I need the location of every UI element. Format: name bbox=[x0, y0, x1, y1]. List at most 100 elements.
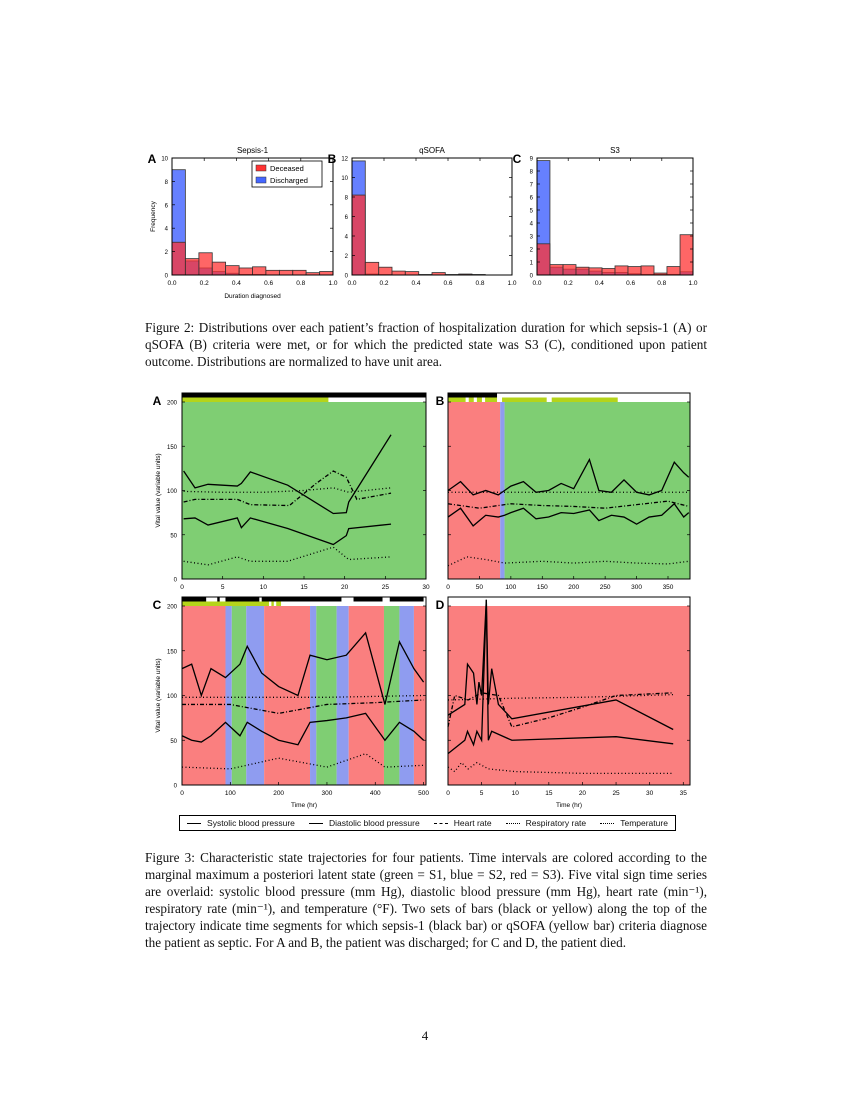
qsofa-bar bbox=[448, 397, 466, 402]
histogram-bar bbox=[292, 269, 307, 276]
svg-text:100: 100 bbox=[167, 489, 178, 495]
dotted-line-icon bbox=[505, 822, 520, 824]
legend-respiratory-rate: Respiratory rate bbox=[505, 818, 586, 828]
svg-text:0.2: 0.2 bbox=[379, 280, 388, 287]
qsofa-bar bbox=[182, 397, 329, 402]
y-axis-label: Vital value (variable units) bbox=[155, 453, 162, 527]
svg-text:0.4: 0.4 bbox=[411, 280, 420, 287]
qsofa-bar bbox=[276, 601, 282, 606]
legend-diastolic: Diastolic blood pressure bbox=[309, 818, 420, 828]
panel-letter: B bbox=[328, 152, 337, 166]
histogram-bar bbox=[238, 267, 253, 276]
histogram-legend: Deceased Discharged bbox=[251, 160, 323, 188]
legend-temperature: Temperature bbox=[600, 818, 668, 828]
state-segment-s3 bbox=[182, 606, 226, 785]
trajectory-panel-d: 0 5 10 15 20 25 30 35 D Time (hr) bbox=[436, 596, 691, 809]
svg-text:0: 0 bbox=[174, 578, 178, 584]
svg-text:50: 50 bbox=[170, 533, 177, 539]
svg-text:0: 0 bbox=[446, 584, 450, 591]
svg-text:350: 350 bbox=[663, 584, 674, 591]
svg-text:0.2: 0.2 bbox=[564, 280, 573, 287]
svg-text:4: 4 bbox=[345, 235, 349, 241]
svg-text:0.0: 0.0 bbox=[347, 280, 356, 287]
histogram-bar bbox=[627, 266, 642, 276]
svg-text:0: 0 bbox=[165, 274, 169, 280]
svg-text:2: 2 bbox=[345, 254, 349, 260]
svg-text:0: 0 bbox=[345, 274, 349, 280]
svg-text:1.0: 1.0 bbox=[328, 280, 337, 287]
histogram-bar bbox=[252, 266, 267, 276]
x-axis-label: Duration diagnosed bbox=[224, 293, 281, 300]
dotted-line-icon bbox=[600, 822, 615, 824]
svg-text:9: 9 bbox=[530, 157, 534, 163]
svg-text:300: 300 bbox=[322, 790, 333, 797]
histogram-bar bbox=[278, 269, 294, 276]
svg-text:25: 25 bbox=[382, 584, 390, 591]
series-temperature bbox=[183, 487, 392, 493]
dashdot-line-icon bbox=[433, 822, 448, 824]
qsofa-bar bbox=[476, 397, 482, 402]
legend-heart-rate: Heart rate bbox=[433, 818, 492, 828]
svg-text:400: 400 bbox=[370, 790, 381, 797]
state-segment-s1 bbox=[182, 402, 426, 579]
qsofa-bar bbox=[551, 397, 618, 402]
state-segment-s3 bbox=[264, 606, 311, 785]
svg-text:8: 8 bbox=[530, 170, 534, 176]
histogram-bar bbox=[404, 271, 420, 276]
svg-text:4: 4 bbox=[165, 227, 169, 233]
figure-3-caption-prefix: Figure 3: bbox=[145, 850, 195, 866]
histogram-bar bbox=[640, 265, 655, 276]
svg-text:0.4: 0.4 bbox=[232, 280, 241, 287]
qsofa-bar bbox=[271, 601, 274, 606]
figure-3-legend: Systolic blood pressure Diastolic blood … bbox=[179, 815, 676, 831]
state-segment-s1 bbox=[231, 606, 247, 785]
svg-text:15: 15 bbox=[300, 584, 308, 591]
histogram-bar bbox=[351, 194, 366, 276]
histogram-title: S3 bbox=[610, 146, 620, 155]
state-segment-s1 bbox=[316, 606, 337, 785]
trajectory-panel-c: 0 50 100 150 200 0 100 200 300 400 500 C Vital value… bbox=[153, 596, 429, 809]
svg-text:0.4: 0.4 bbox=[595, 280, 604, 287]
svg-text:1.0: 1.0 bbox=[688, 280, 697, 287]
series-respiratory-rate bbox=[447, 556, 689, 567]
legend-systolic: Systolic blood pressure bbox=[187, 818, 295, 828]
svg-text:6: 6 bbox=[345, 215, 349, 221]
svg-text:7: 7 bbox=[530, 183, 534, 189]
svg-text:5: 5 bbox=[480, 790, 484, 797]
svg-text:35: 35 bbox=[680, 790, 688, 797]
svg-text:250: 250 bbox=[600, 584, 611, 591]
histogram-bar bbox=[391, 270, 406, 276]
svg-text:Deceased: Deceased bbox=[270, 164, 304, 173]
histogram-bar bbox=[171, 241, 186, 276]
svg-text:0.6: 0.6 bbox=[626, 280, 635, 287]
histogram-bar bbox=[319, 271, 334, 276]
sepsis1-bar bbox=[261, 597, 342, 602]
series-diastolic-blood-pressure bbox=[447, 502, 690, 527]
svg-text:12: 12 bbox=[341, 157, 348, 163]
svg-text:150: 150 bbox=[167, 445, 178, 451]
svg-text:200: 200 bbox=[167, 605, 178, 611]
svg-text:0.6: 0.6 bbox=[264, 280, 273, 287]
legend-label: Systolic blood pressure bbox=[207, 818, 295, 828]
svg-text:0: 0 bbox=[180, 584, 184, 591]
panel-letter: C bbox=[513, 152, 522, 166]
trajectory-panel-a: 0 50 100 150 200 0 5 10 15 20 25 30 A Vital value (va… bbox=[153, 392, 430, 591]
histogram-title: Sepsis-1 bbox=[237, 146, 269, 155]
svg-text:1.0: 1.0 bbox=[507, 280, 516, 287]
svg-text:10: 10 bbox=[512, 790, 520, 797]
sepsis1-bar bbox=[225, 597, 260, 602]
svg-text:200: 200 bbox=[568, 584, 579, 591]
series-heart-rate bbox=[447, 500, 689, 509]
figure-2-caption-text: Distributions over each patient’s fracti… bbox=[145, 320, 707, 370]
histogram-bar bbox=[679, 234, 694, 276]
svg-text:0.8: 0.8 bbox=[657, 280, 666, 287]
histogram-bar bbox=[198, 252, 213, 276]
x-axis-label: Time (hr) bbox=[291, 802, 317, 809]
histogram-bar bbox=[575, 266, 590, 276]
histogram-panel-c: 0 1 2 3 4 5 6 7 8 9 0.0 0.2 0.4 0.6 0.8 1.0 S3 C bbox=[513, 146, 698, 287]
svg-text:4: 4 bbox=[530, 222, 534, 228]
histogram-bar bbox=[211, 261, 227, 276]
y-axis-label: Frequency bbox=[150, 200, 157, 231]
svg-text:100: 100 bbox=[167, 694, 178, 700]
